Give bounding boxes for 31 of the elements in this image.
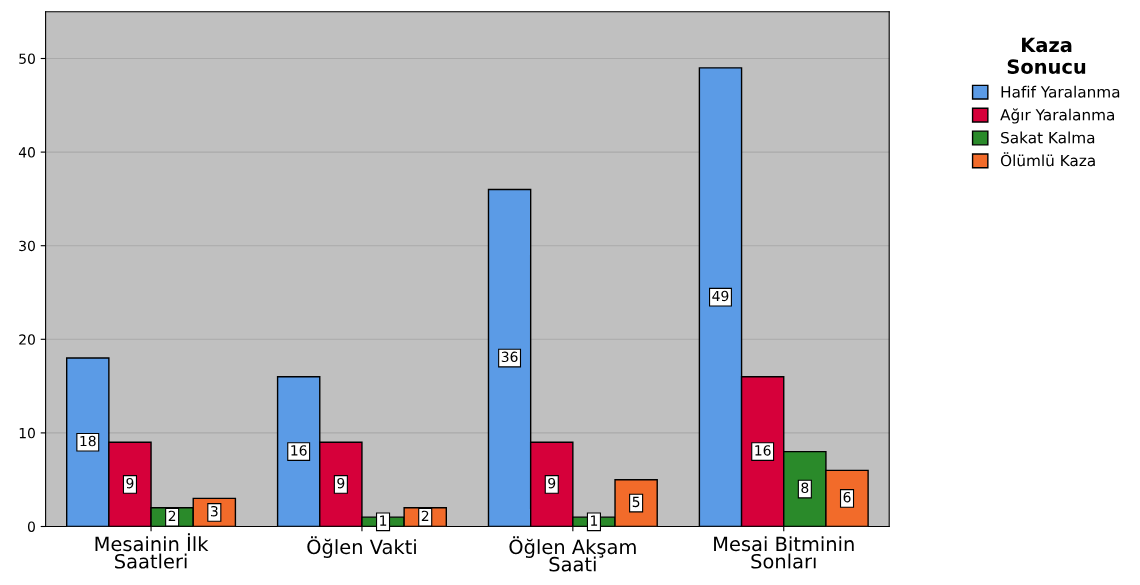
y-tick-label: 40 bbox=[18, 147, 35, 158]
data-label: 6 bbox=[843, 491, 851, 503]
y-tick-label: 0 bbox=[27, 521, 35, 532]
legend-title: Kaza Sonucu bbox=[1007, 37, 1086, 74]
y-tick-label: 30 bbox=[19, 240, 35, 252]
data-label: 8 bbox=[801, 482, 809, 494]
data-label: 49 bbox=[712, 290, 729, 302]
data-label: 36 bbox=[501, 351, 518, 363]
legend-label: Ölümlü Kaza bbox=[1000, 152, 1095, 167]
y-tick-label: 50 bbox=[19, 53, 35, 64]
data-label: 5 bbox=[632, 496, 640, 508]
data-label: 16 bbox=[291, 445, 307, 456]
x-tick-label: Mesai Bitminin Sonları bbox=[714, 536, 854, 569]
data-label: 18 bbox=[80, 435, 96, 447]
y-tick-label: 10 bbox=[19, 427, 35, 439]
data-label: 9 bbox=[337, 477, 345, 489]
legend-label: Sakat Kalma bbox=[1001, 131, 1095, 144]
data-label: 1 bbox=[591, 515, 598, 526]
x-tick-label: Öğlen Akşam Saati bbox=[509, 536, 636, 572]
data-label: 16 bbox=[755, 445, 771, 456]
legend-label: Hafif Yaralanma bbox=[1001, 85, 1120, 98]
legend-label: Ağır Yaralanma bbox=[1000, 108, 1114, 124]
data-label: 2 bbox=[168, 510, 176, 521]
data-label: 9 bbox=[126, 477, 134, 489]
data-label: 2 bbox=[421, 510, 429, 521]
data-label: 1 bbox=[380, 515, 387, 526]
y-tick-label: 20 bbox=[19, 334, 35, 345]
data-label: 3 bbox=[210, 505, 218, 517]
x-tick-label: Mesainin İlk Saatleri bbox=[95, 533, 209, 569]
x-tick-label: Öğlen Vakti bbox=[307, 536, 416, 558]
data-label: 9 bbox=[548, 477, 556, 489]
